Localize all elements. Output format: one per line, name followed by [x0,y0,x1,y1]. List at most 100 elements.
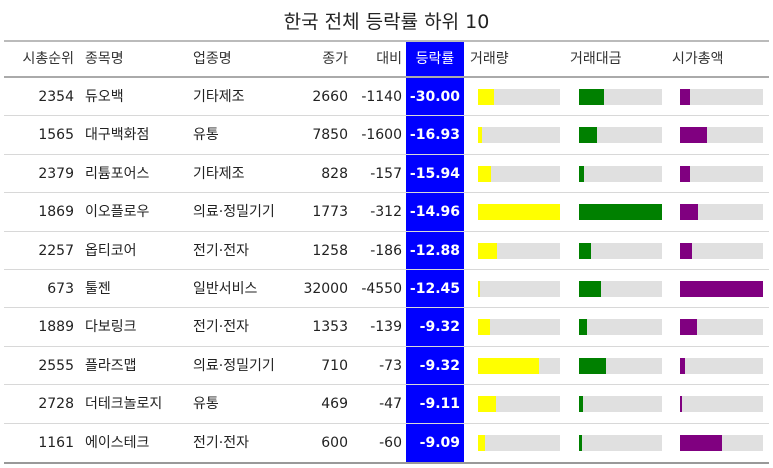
volume-bar-track [478,281,560,297]
row-separator [4,115,769,117]
cell-name: 더테크놀로지 [85,396,163,413]
cell-sector: 기타제조 [193,165,245,182]
rate-column-highlight [406,42,464,462]
market-cap-bar-track [680,281,763,297]
row-separator [4,384,769,386]
cell-rate: -12.45 [409,281,460,297]
market-cap-bar-track [680,319,763,336]
market-cap-bar [680,127,707,144]
cell-rank: 673 [47,281,74,297]
trade-value-bar [579,434,582,451]
trade-value-bar [579,89,604,105]
cell-sector: 유통 [193,127,219,144]
cell-sector: 기타제조 [193,89,245,105]
cell-sector: 일반서비스 [193,281,258,297]
trade-value-bar-track [579,281,662,297]
cell-sector: 의료·정밀기기 [193,204,275,221]
table-row: 1161 에이스테크 전기·전자 600 -60 -9.09 [0,424,773,462]
volume-bar [478,89,495,105]
chart-title: 한국 전체 등락률 하위 10 [283,11,490,33]
market-cap-bar [680,165,690,182]
volume-bar-track [478,127,560,144]
trade-value-bar-track [579,434,662,451]
cell-rank: 1869 [38,204,74,221]
row-separator [4,192,769,194]
volume-bar [478,434,486,451]
table-row: 2379 리튬포어스 기타제조 828 -157 -15.94 [0,155,773,194]
top-rule [4,40,769,42]
cell-name: 다보링크 [85,319,137,336]
cell-change: -139 [370,319,402,336]
market-cap-bar [680,396,682,413]
cell-sector: 유통 [193,396,219,413]
table-row: 1889 다보링크 전기·전자 1353 -139 -9.32 [0,308,773,347]
cell-rank: 2555 [38,357,74,374]
market-cap-bar-track [680,434,763,451]
header-rate: 등락률 [415,51,455,67]
cell-close: 32000 [303,281,348,297]
header-name: 종목명 [85,51,124,67]
cell-change: -1600 [361,127,402,144]
volume-bar-track [478,242,560,259]
cell-rate: -30.00 [409,89,460,105]
cell-close: 2660 [312,89,348,105]
cell-rate: -12.88 [409,242,460,259]
cell-change: -60 [379,434,402,451]
trade-value-bar [579,396,584,413]
trade-value-bar [579,281,601,297]
table-row: 1869 이오플로우 의료·정밀기기 1773 -312 -14.96 [0,193,773,232]
row-separator [4,268,769,270]
volume-bar-track [478,319,560,336]
trade-value-bar-track [579,242,662,259]
cell-change: -186 [370,242,402,259]
market-cap-bar [680,242,693,259]
trade-value-bar [579,165,584,182]
cell-change: -47 [379,396,402,413]
cell-name: 이오플로우 [85,204,150,221]
cell-sector: 의료·정밀기기 [193,357,275,374]
market-cap-bar [680,89,690,105]
trade-value-bar [579,127,598,144]
market-cap-bar [680,357,685,374]
cell-close: 7850 [312,127,348,144]
market-cap-bar [680,434,722,451]
cell-name: 툴젠 [85,281,111,297]
cell-change: -157 [370,165,402,182]
volume-bar [478,396,496,413]
header-close: 종가 [322,51,348,67]
cell-rate: -9.11 [419,396,460,413]
volume-bar [478,357,539,374]
cell-rate: -9.32 [419,357,460,374]
row-separator [4,307,769,309]
header-market-cap: 시가총액 [672,51,724,67]
volume-bar-track [478,165,560,182]
cell-change: -73 [379,357,402,374]
volume-bar [478,281,480,297]
row-separator [4,345,769,347]
market-cap-bar [680,319,698,336]
trade-value-bar-track [579,127,662,144]
trade-value-bar [579,204,662,221]
market-cap-bar-track [680,357,763,374]
table-row: 2354 듀오백 기타제조 2660 -1140 -30.00 [0,78,773,117]
cell-rank: 1161 [38,434,74,451]
table-row: 2555 플라즈맵 의료·정밀기기 710 -73 -9.32 [0,347,773,386]
cell-rank: 2257 [38,242,74,259]
market-cap-bar-track [680,89,763,105]
cell-rank: 1565 [38,127,74,144]
row-separator [4,422,769,424]
cell-rate: -9.09 [419,434,460,451]
cell-rank: 2379 [38,165,74,182]
cell-change: -312 [370,204,402,221]
cell-close: 710 [321,357,348,374]
cell-sector: 전기·전자 [193,319,249,336]
market-cap-bar-track [680,204,763,221]
header-volume: 거래량 [470,51,509,67]
cell-change: -4550 [361,281,402,297]
trade-value-bar-track [579,204,662,221]
trade-value-bar-track [579,396,662,413]
market-cap-bar [680,281,763,297]
cell-rank: 2354 [38,89,74,105]
row-separator [4,153,769,155]
